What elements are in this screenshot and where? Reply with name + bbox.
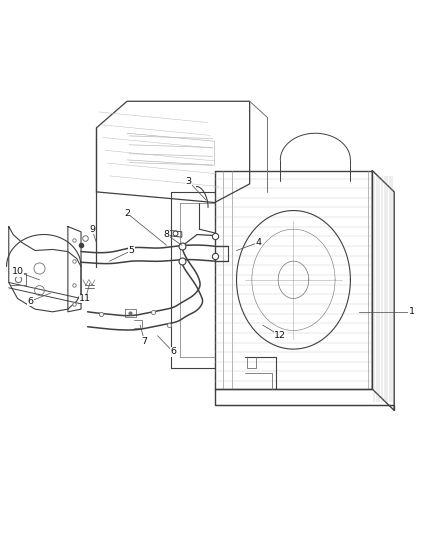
Text: 5: 5 <box>128 246 134 255</box>
Text: 2: 2 <box>124 209 130 217</box>
Text: 10: 10 <box>11 268 24 276</box>
Text: 12: 12 <box>274 332 286 340</box>
Text: 1: 1 <box>409 308 415 316</box>
Text: 3: 3 <box>185 177 191 185</box>
Text: 8: 8 <box>163 230 170 239</box>
Text: 9: 9 <box>89 225 95 233</box>
Text: 6: 6 <box>170 348 176 356</box>
Text: 11: 11 <box>79 294 92 303</box>
Text: 6: 6 <box>28 297 34 305</box>
Text: 4: 4 <box>255 238 261 247</box>
Text: 7: 7 <box>141 337 148 345</box>
